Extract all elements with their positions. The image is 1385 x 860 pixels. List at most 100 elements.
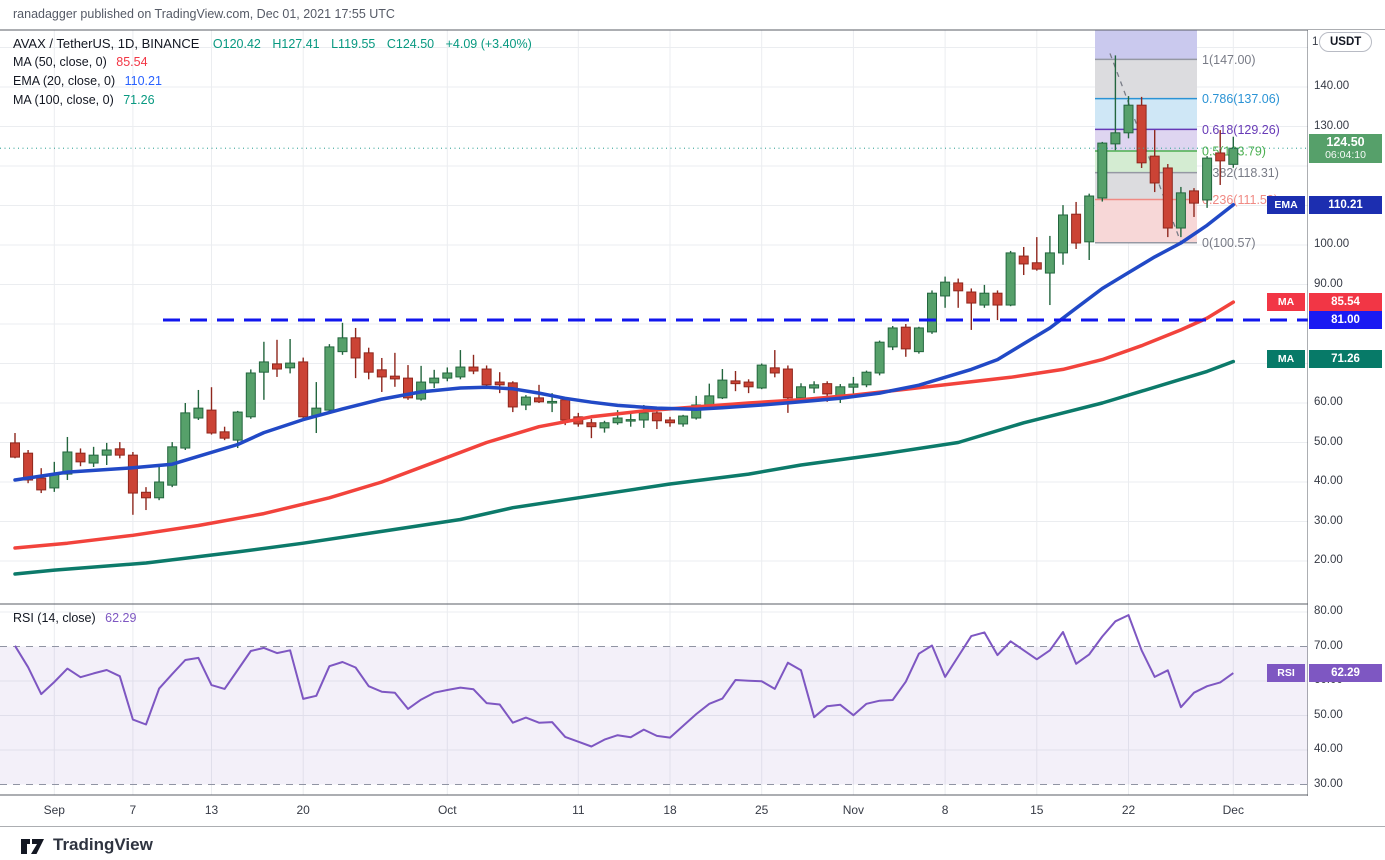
candle-body	[717, 379, 728, 399]
rsi-tick-label: 70.00	[1314, 639, 1343, 652]
candle-body	[1149, 155, 1160, 184]
last-price-badge: 124.50 06:04:10	[1309, 134, 1382, 164]
currency-toggle-button[interactable]: USDT	[1319, 32, 1373, 52]
price-axis-clipped-label: 1	[1312, 36, 1319, 48]
fib-band	[1095, 30, 1197, 60]
price-tick-label: 130.00	[1314, 119, 1350, 132]
candle-body	[1110, 132, 1121, 145]
fib-level-label: 0.786(137.06)	[1202, 92, 1280, 106]
candle-body	[389, 375, 400, 380]
candle-body	[507, 382, 518, 408]
fib-level-label: 0.236(111.53)	[1202, 193, 1278, 207]
candle-body	[337, 337, 348, 353]
time-tick-label: Sep	[43, 803, 65, 817]
candle-body	[560, 399, 571, 421]
candle-body	[1189, 190, 1199, 204]
ma50-price-badge: 85.54	[1309, 293, 1382, 312]
price-tick-label: 30.00	[1314, 514, 1343, 527]
candle-body	[809, 384, 820, 389]
rsi-line	[14, 614, 1234, 748]
candle-body	[258, 361, 269, 373]
candle-body	[75, 452, 86, 463]
price-tick-label: 90.00	[1314, 277, 1343, 290]
candle-body	[1097, 142, 1108, 199]
symbol-legend-row[interactable]: AVAX / TetherUS, 1D, BINANCE O120.42 H12…	[13, 34, 540, 53]
ma100-line	[13, 359, 1236, 576]
candle-body	[940, 281, 951, 297]
candle-body	[429, 377, 440, 384]
fib-level-label: 1(147.00)	[1202, 53, 1256, 67]
time-tick-label: 15	[1030, 803, 1044, 817]
candle-body	[1044, 252, 1055, 274]
ema20-line	[13, 202, 1236, 482]
candle-body	[1175, 192, 1186, 229]
ema-price-badge: 110.21	[1309, 195, 1382, 214]
candle-body	[494, 381, 505, 386]
bar-countdown: 06:04:10	[1325, 149, 1366, 162]
candle-body	[782, 368, 793, 399]
candle-body	[953, 282, 964, 292]
ema20-value: 110.21	[124, 74, 162, 88]
candle-body	[127, 454, 138, 494]
hline-price-badge: 81.00	[1309, 311, 1382, 330]
rsi-tick-label: 50.00	[1314, 708, 1343, 721]
ema20-legend-row[interactable]: EMA (20, close, 0) 110.21	[13, 72, 540, 91]
rsi-tick-label: 40.00	[1314, 743, 1343, 755]
ma50-line	[13, 300, 1236, 550]
candle-body	[298, 361, 309, 418]
price-chart-canvas[interactable]: 1(147.00)0.786(137.06)0.618(129.26)0.5(1…	[0, 0, 1385, 830]
candle-body	[36, 477, 47, 491]
candle-body	[350, 337, 361, 359]
candle-body	[403, 377, 413, 399]
candle-body	[193, 407, 204, 419]
candle-body	[1123, 104, 1134, 134]
candle-body	[1228, 147, 1239, 165]
symbol-title: AVAX / TetherUS, 1D, BINANCE	[13, 36, 200, 51]
candle-body	[62, 451, 73, 475]
candle-body	[285, 362, 296, 369]
price-tick-label: 100.00	[1314, 238, 1350, 250]
time-tick-label: 11	[572, 803, 585, 817]
time-tick-label: Dec	[1222, 803, 1244, 817]
rsi-legend-row[interactable]: RSI (14, close) 62.29	[13, 611, 136, 625]
candle-body	[992, 292, 1003, 306]
rsi-tag: RSI	[1267, 664, 1305, 683]
ma100-legend-row[interactable]: MA (100, close, 0) 71.26	[13, 91, 540, 110]
time-tick-label: 22	[1121, 803, 1136, 817]
fib-level-label: 0.618(129.26)	[1202, 123, 1280, 137]
fib-band	[1095, 59, 1197, 99]
time-axis[interactable]: Sep 7 13 20 Oct 11 18 25 Nov 8 15 22 Dec	[0, 796, 1308, 826]
candle-body	[1084, 195, 1095, 243]
candle-body	[900, 326, 911, 350]
candle-body	[651, 412, 662, 422]
candle-body	[520, 396, 531, 406]
candle-body	[1018, 255, 1029, 265]
ma50-legend-row[interactable]: MA (50, close, 0) 85.54	[13, 53, 540, 72]
candle-body	[232, 411, 243, 441]
time-tick-label: 20	[296, 803, 310, 817]
candle-body	[23, 452, 34, 481]
time-tick-label: Nov	[842, 803, 865, 817]
price-tick-label: 140.00	[1314, 80, 1350, 92]
candle-body	[796, 386, 806, 399]
candle-body	[743, 381, 754, 388]
ohlc-change: +4.09 (+3.40%)	[445, 37, 532, 51]
candle-body	[114, 448, 125, 456]
candle-body	[468, 366, 479, 372]
ma100-label: MA (100, close, 0)	[13, 93, 114, 107]
candle-body	[88, 454, 99, 464]
tradingview-logo[interactable]: TradingView	[20, 835, 153, 855]
candle-body	[848, 383, 859, 388]
ohlc-open: O120.42	[212, 37, 261, 51]
rsi-band	[0, 646, 1308, 785]
candle-body	[1058, 214, 1068, 254]
candle-body	[272, 363, 282, 370]
candle-body	[1162, 167, 1173, 229]
candle-body	[691, 404, 702, 419]
candle-body	[966, 291, 977, 304]
candle-body	[730, 380, 741, 385]
rsi-value-badge: 62.29	[1309, 664, 1382, 683]
candle-body	[612, 417, 623, 424]
candle-body	[363, 352, 374, 373]
price-axis[interactable]: 1 USDT 124.50 06:04:10 110.21 85.54 81.0…	[1308, 30, 1385, 826]
